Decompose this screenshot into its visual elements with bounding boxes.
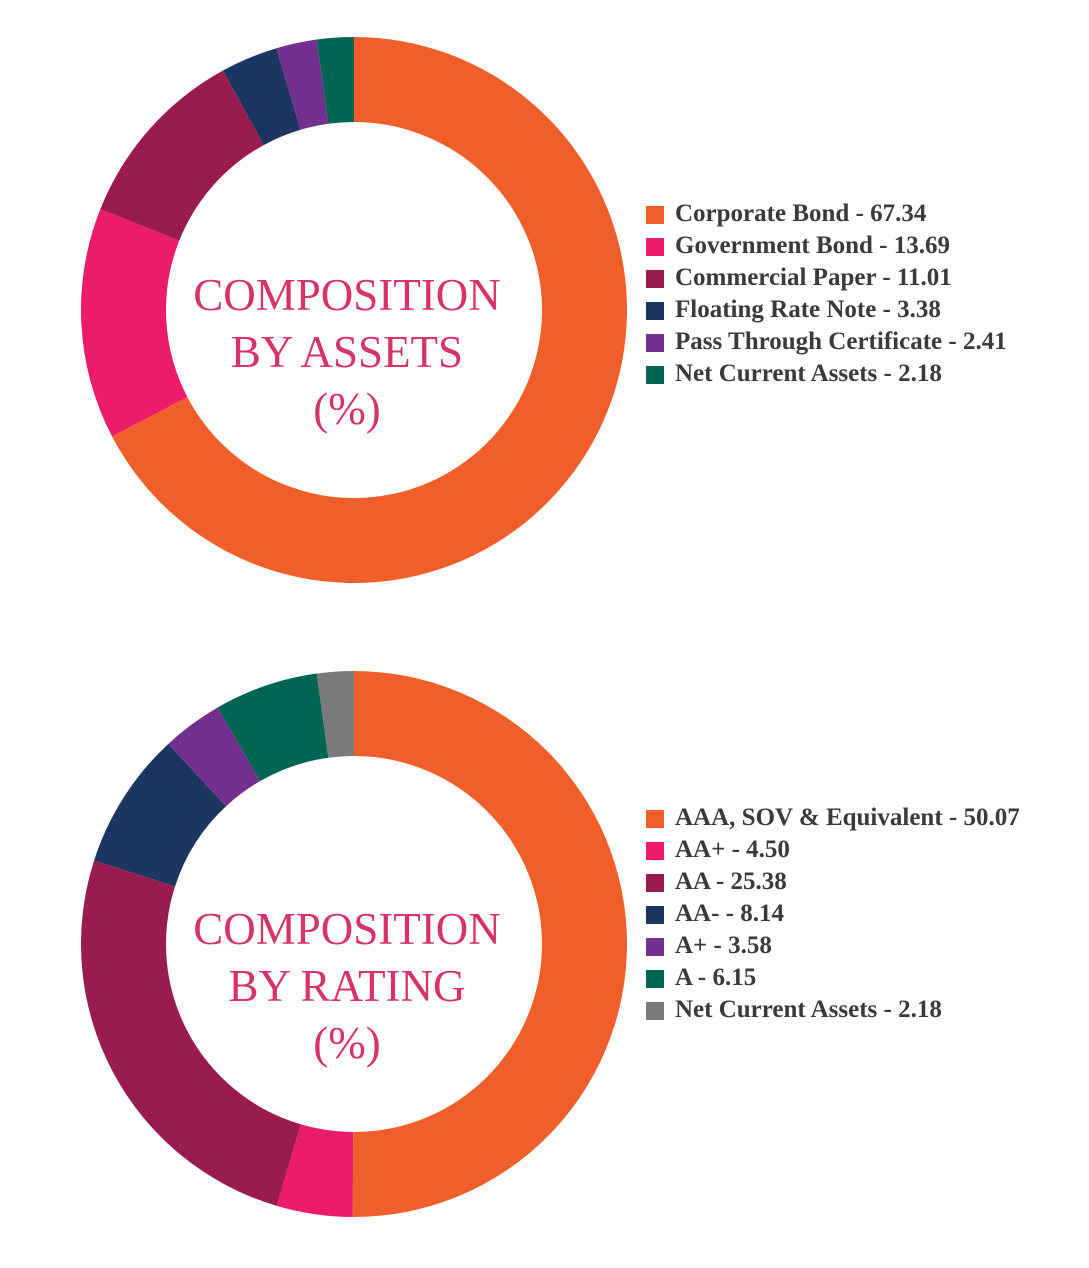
legend-item: Floating Rate Note - 3.38 bbox=[646, 294, 1007, 326]
donut-chart-assets bbox=[81, 37, 627, 584]
slice-net-current-assets bbox=[316, 37, 354, 124]
legend-item: AA - 25.38 bbox=[646, 866, 1026, 898]
center-title-line: (%) bbox=[313, 1018, 381, 1068]
center-title-line: BY RATING bbox=[228, 961, 466, 1011]
legend-item: A - 6.15 bbox=[646, 962, 1026, 994]
chart-composition-by-assets: COMPOSITION BY ASSETS (%) Corporate Bond… bbox=[81, 37, 1007, 584]
legend-swatch bbox=[646, 874, 664, 892]
legend-item: A+ - 3.58 bbox=[646, 930, 1026, 962]
center-title-line: BY ASSETS bbox=[230, 327, 464, 377]
legend-swatch bbox=[646, 270, 664, 288]
legend-swatch bbox=[646, 334, 664, 352]
legend-label: AA+ - 4.50 bbox=[675, 836, 790, 863]
slice-a bbox=[217, 673, 329, 782]
center-title-line: COMPOSITION bbox=[193, 270, 501, 320]
chart-center-title: COMPOSITION BY ASSETS (%) bbox=[187, 267, 507, 438]
legend-swatch bbox=[646, 238, 664, 256]
legend-label: Government Bond - 13.69 bbox=[675, 232, 950, 259]
slice-a bbox=[168, 707, 261, 807]
legend-swatch bbox=[646, 810, 664, 828]
slice-net-current-assets bbox=[316, 671, 354, 758]
legend-label: A+ - 3.58 bbox=[675, 932, 772, 959]
legend-item: Corporate Bond - 67.34 bbox=[646, 198, 1007, 230]
legend-label: AA - 25.38 bbox=[675, 868, 787, 895]
legend-item: Commercial Paper - 11.01 bbox=[646, 262, 1007, 294]
legend-label: Commercial Paper - 11.01 bbox=[675, 264, 952, 291]
legend-label: A - 6.15 bbox=[675, 964, 757, 991]
center-title-line: COMPOSITION bbox=[193, 904, 501, 954]
legend: Corporate Bond - 67.34 Government Bond -… bbox=[646, 198, 1007, 390]
legend-swatch bbox=[646, 906, 664, 924]
legend-label: Floating Rate Note - 3.38 bbox=[675, 296, 941, 323]
legend-item: AA- - 8.14 bbox=[646, 898, 1026, 930]
legend-swatch bbox=[646, 938, 664, 956]
legend-label: Net Current Assets - 2.18 bbox=[675, 996, 942, 1023]
legend-label: AAA, SOV & Equivalent - 50.07 bbox=[675, 804, 1020, 831]
chart-center-title: COMPOSITION BY RATING (%) bbox=[187, 901, 507, 1072]
slice-aa bbox=[276, 1124, 354, 1217]
legend-swatch bbox=[646, 366, 664, 384]
center-title-line: (%) bbox=[313, 384, 381, 434]
slice-aaa-sov-equivalent bbox=[352, 671, 628, 1217]
legend-item: Net Current Assets - 2.18 bbox=[646, 358, 1007, 390]
chart-composition-by-rating: COMPOSITION BY RATING (%) AAA, SOV & Equ… bbox=[0, 634, 1089, 1268]
legend-item: Net Current Assets - 2.18 bbox=[646, 994, 1026, 1026]
legend-label: Corporate Bond - 67.34 bbox=[675, 200, 927, 227]
slice-government-bond bbox=[81, 209, 188, 437]
legend-label: Net Current Assets - 2.18 bbox=[675, 360, 942, 387]
legend-item: AAA, SOV & Equivalent - 50.07 bbox=[646, 802, 1026, 834]
legend-swatch bbox=[646, 1002, 664, 1020]
legend-swatch bbox=[646, 206, 664, 224]
legend-label: AA- - 8.14 bbox=[675, 900, 785, 927]
legend: AAA, SOV & Equivalent - 50.07 AA+ - 4.50… bbox=[646, 802, 1026, 1026]
legend-item: Government Bond - 13.69 bbox=[646, 230, 1007, 262]
slice-floating-rate-note bbox=[222, 48, 301, 146]
legend-swatch bbox=[646, 842, 664, 860]
donut-chart-rating bbox=[80, 671, 628, 1217]
slice-commercial-paper bbox=[100, 70, 264, 241]
legend-label: Pass Through Certificate - 2.41 bbox=[675, 328, 1007, 355]
legend-item: AA+ - 4.50 bbox=[646, 834, 1026, 866]
slice-aa bbox=[80, 860, 301, 1206]
slice-aa bbox=[94, 743, 227, 887]
legend-item: Pass Through Certificate - 2.41 bbox=[646, 326, 1007, 358]
legend-swatch bbox=[646, 970, 664, 988]
slice-pass-through-certificate bbox=[276, 39, 329, 130]
slice-corporate-bond bbox=[112, 37, 627, 584]
legend-swatch bbox=[646, 302, 664, 320]
